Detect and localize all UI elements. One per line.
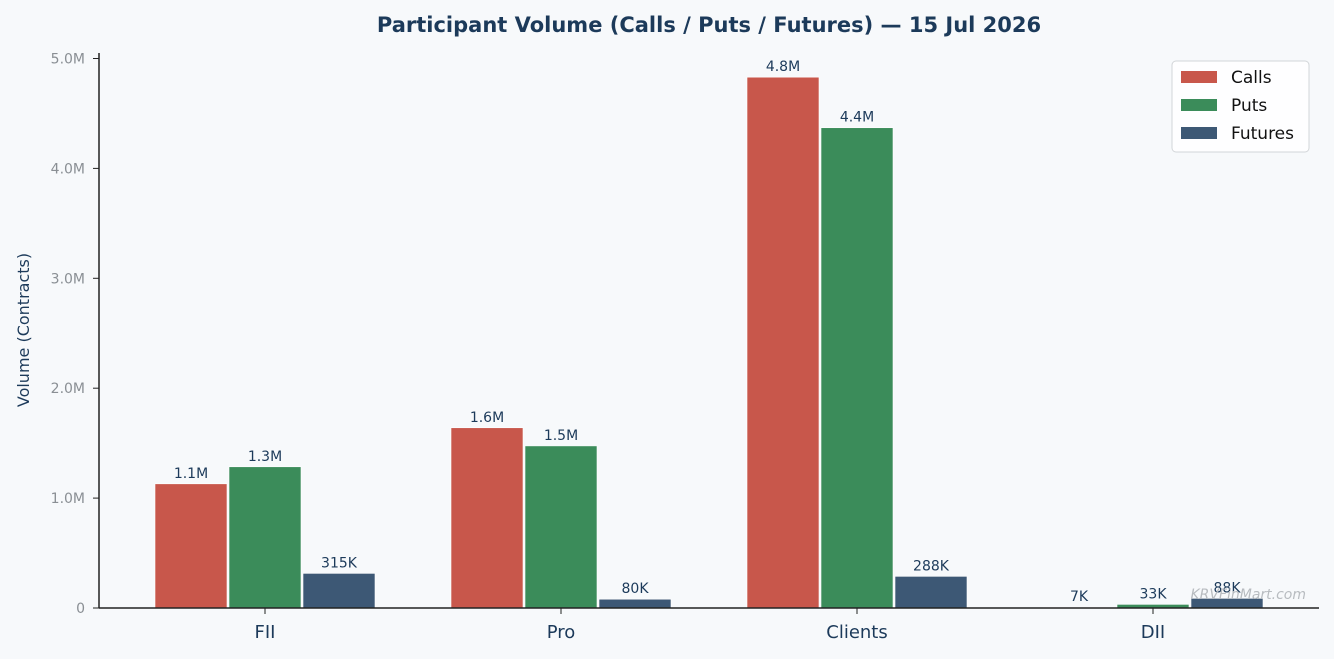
y-axis-label: Volume (Contracts)	[14, 253, 33, 407]
data-label-calls-fii: 1.1M	[174, 466, 208, 482]
bar-puts-fii	[228, 466, 302, 609]
bar-calls-pro	[450, 427, 524, 609]
bar-calls-clients	[746, 76, 820, 609]
y-tick-label: 5.0M	[51, 51, 85, 67]
bar-futures-pro	[598, 598, 672, 609]
x-tick-label-clients: Clients	[826, 622, 888, 643]
y-tick-label: 3.0M	[51, 271, 85, 287]
chart-title: Participant Volume (Calls / Puts / Futur…	[377, 13, 1041, 37]
data-label-calls-dii: 7K	[1070, 589, 1089, 605]
data-label-puts-dii: 33K	[1140, 586, 1168, 602]
y-tick-label: 4.0M	[51, 161, 85, 177]
legend-swatch-puts	[1181, 99, 1217, 111]
watermark-text: KRVFinMart.com	[1190, 587, 1306, 603]
bar-puts-clients	[820, 127, 894, 609]
bars-layer	[154, 76, 1264, 609]
legend-swatch-calls	[1181, 71, 1217, 83]
data-label-futures-pro: 80K	[622, 581, 650, 597]
data-label-calls-clients: 4.8M	[766, 59, 800, 75]
bar-futures-fii	[302, 573, 376, 609]
legend-label-puts: Puts	[1231, 96, 1267, 116]
x-tick-label-dii: DII	[1141, 622, 1165, 643]
data-label-futures-dii: 88K	[1214, 580, 1242, 596]
bar-puts-pro	[524, 445, 598, 609]
data-label-futures-clients: 288K	[913, 558, 950, 574]
y-ticks: 0 1.0M 2.0M 3.0M 4.0M 5.0M	[51, 51, 99, 617]
data-labels-layer: 1.1M 1.6M 4.8M 7K 1.3M 1.5M 4.4M 33K 315K 80K 288K…	[174, 59, 1241, 605]
legend: Calls Puts Futures	[1171, 60, 1310, 153]
y-tick-label: 0	[76, 601, 85, 617]
x-ticks: FII Pro Clients DII	[255, 608, 1165, 643]
x-tick-label-pro: Pro	[547, 622, 576, 643]
legend-label-calls: Calls	[1231, 68, 1272, 88]
bar-futures-clients	[894, 576, 968, 609]
legend-label-futures: Futures	[1231, 124, 1294, 144]
data-label-puts-fii: 1.3M	[248, 449, 282, 465]
legend-swatch-futures	[1181, 127, 1217, 139]
x-tick-label-fii: FII	[255, 622, 276, 643]
data-label-futures-fii: 315K	[321, 555, 358, 571]
data-label-puts-pro: 1.5M	[544, 428, 578, 444]
y-tick-label: 2.0M	[51, 381, 85, 397]
data-label-puts-clients: 4.4M	[840, 110, 874, 126]
y-tick-label: 1.0M	[51, 491, 85, 507]
bar-calls-fii	[154, 483, 228, 609]
data-label-calls-pro: 1.6M	[470, 410, 504, 426]
